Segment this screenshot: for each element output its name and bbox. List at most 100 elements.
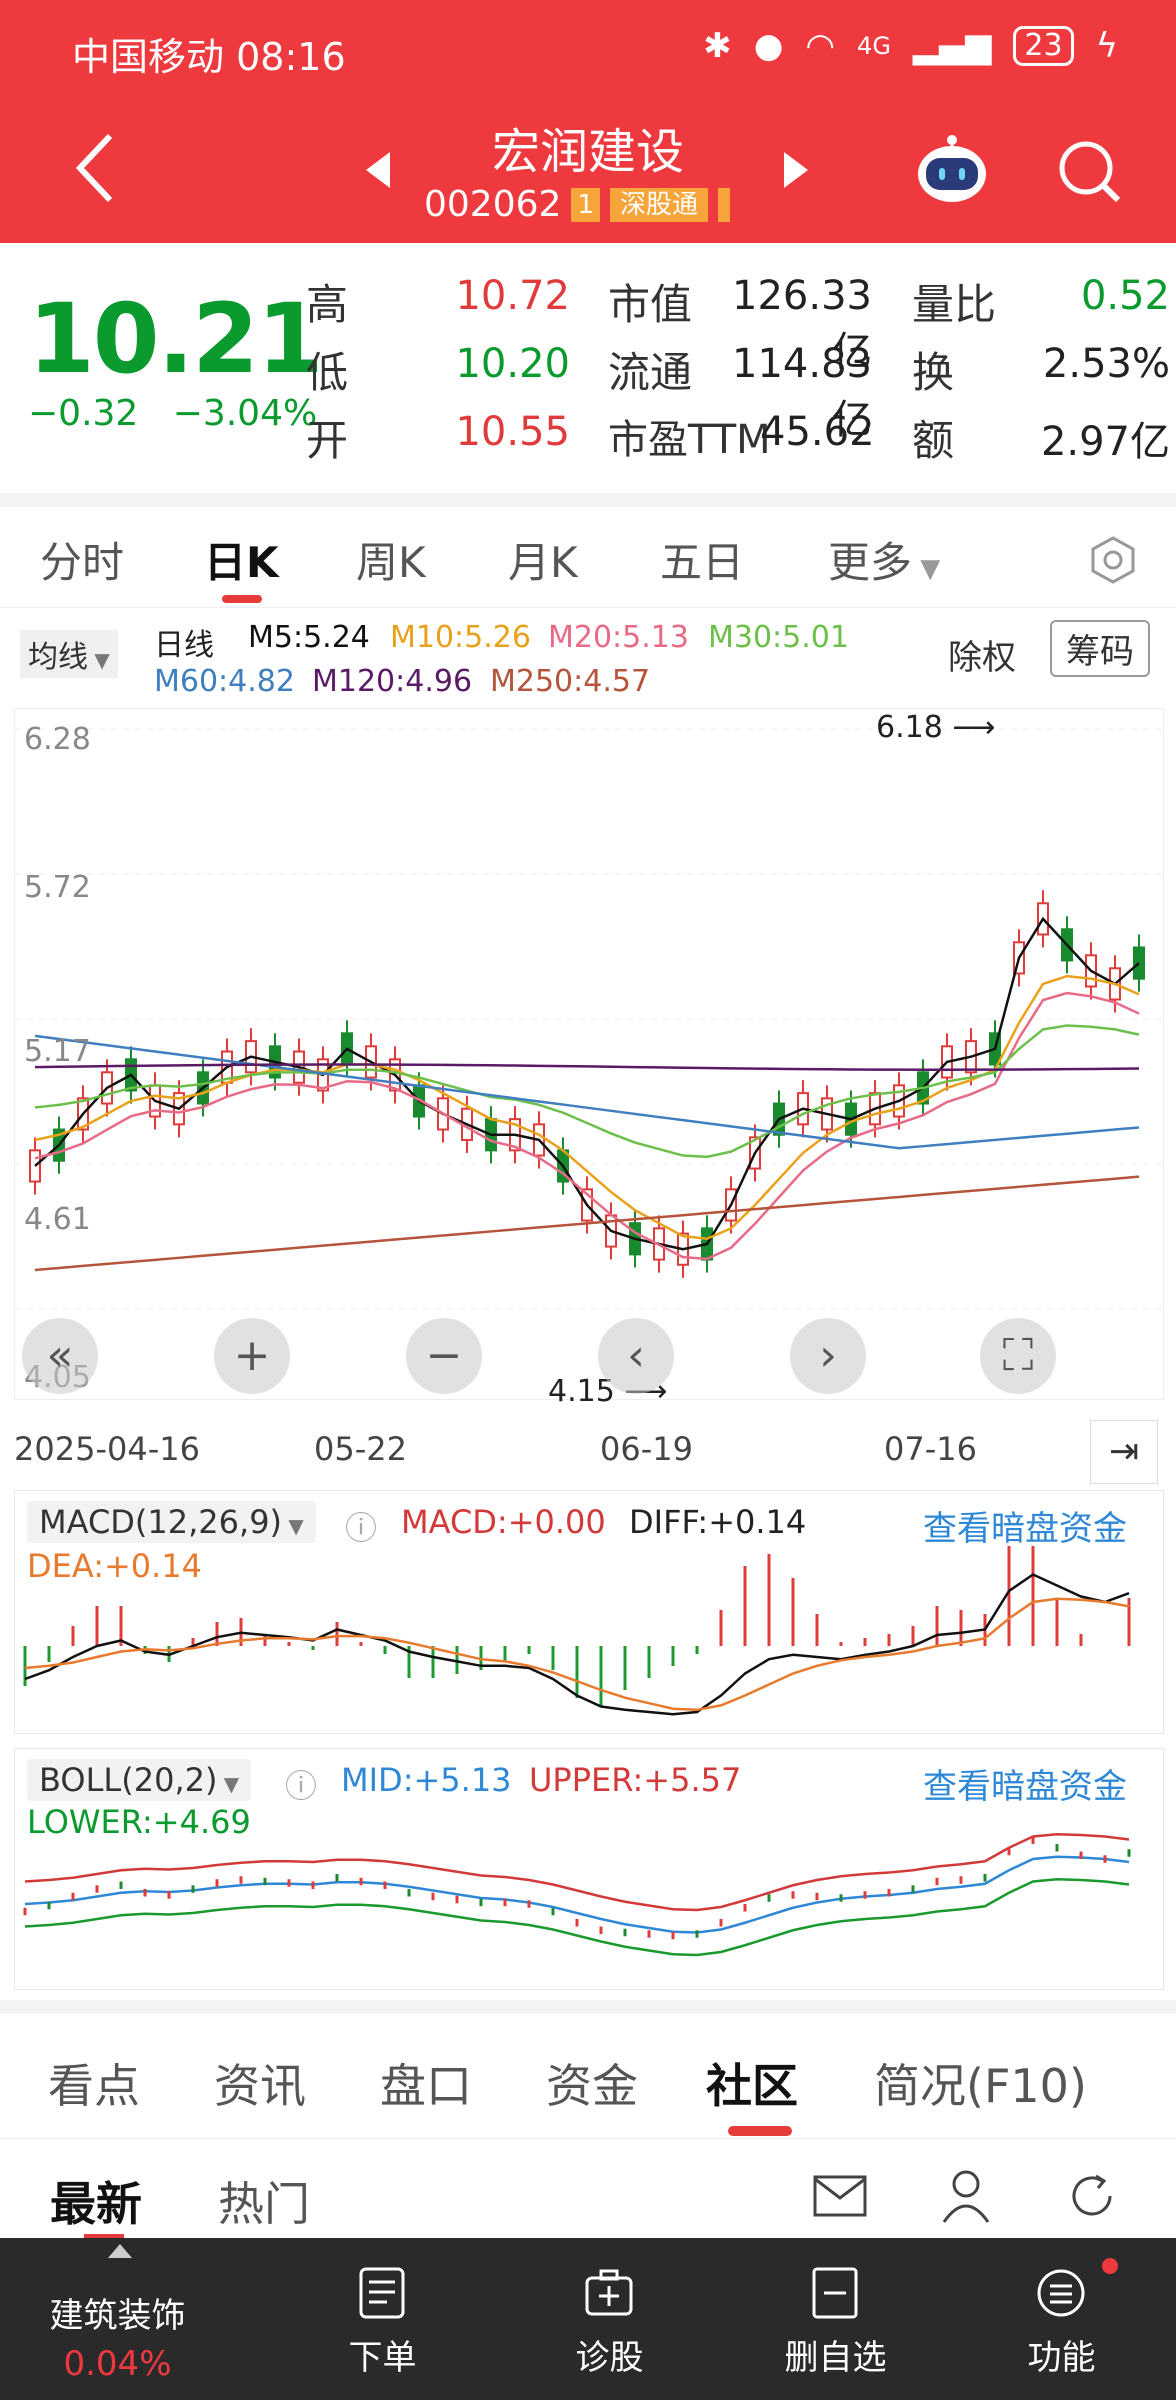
zoom-in-icon[interactable]: + (214, 1318, 290, 1394)
menu-circle-icon (1037, 2269, 1085, 2317)
prev-stock-icon[interactable] (366, 152, 390, 188)
chips-button[interactable]: 筹码 (1050, 620, 1150, 677)
scroll-left-fast-icon[interactable]: « (22, 1318, 98, 1394)
volume-ratio-label: 量比 (912, 280, 997, 329)
mail-icon[interactable] (812, 2174, 868, 2218)
tab-orderbook[interactable]: 盘口 (380, 2059, 472, 2113)
float-value: 114.83亿 (732, 341, 872, 443)
pe-value: 45.62 (760, 409, 875, 455)
stock-name: 宏润建设 (491, 124, 684, 180)
battery-level: 23 (1013, 26, 1074, 66)
active-tab-indicator (728, 2126, 792, 2136)
function-label: 功能 (1027, 2338, 1096, 2378)
quote-panel: 10.21 −0.32 −3.04% 高 低 开 10.72 10.20 10.… (0, 243, 1176, 493)
ma10-line (34, 974, 1140, 1241)
x-tick: 06-19 (600, 1430, 693, 1468)
tab-intraday[interactable]: 分时 (40, 538, 125, 587)
kline-chart[interactable] (14, 708, 1164, 1400)
tab-highlights[interactable]: 看点 (48, 2059, 140, 2113)
boll-selector[interactable]: BOLL(20,2) ▼ (27, 1759, 252, 1801)
y-tick: 5.17 (24, 1034, 91, 1069)
divider (0, 2000, 1176, 2014)
jump-to-latest-icon[interactable]: ⇥ (1090, 1420, 1158, 1484)
ma10-value: M10:5.26 (390, 620, 531, 655)
amount-label: 额 (912, 416, 955, 465)
order-icon (359, 2267, 405, 2319)
diagnose-label: 诊股 (575, 2338, 644, 2378)
tab-more[interactable]: 更多 ▼ (828, 529, 940, 590)
tab-weekly-k[interactable]: 周K (356, 538, 426, 587)
function-button[interactable]: 功能 (944, 2238, 1176, 2400)
tab-five-day[interactable]: 五日 (660, 538, 745, 587)
open-label: 开 (306, 416, 349, 465)
carrier: 中国移动 (72, 35, 225, 79)
ma120-line (34, 1063, 1140, 1071)
robot-assistant-icon[interactable] (912, 130, 992, 210)
ma-selector[interactable]: 均线 ▼ (20, 630, 118, 678)
network-type: 4G (857, 32, 891, 60)
x-tick: 2025-04-16 (14, 1430, 200, 1468)
zoom-out-icon[interactable]: − (406, 1318, 482, 1394)
wifi-icon: ◠ (805, 26, 836, 66)
clock: 08:16 (236, 35, 346, 79)
macd-selector[interactable]: MACD(12,26,9) ▼ (27, 1501, 316, 1543)
status-bar: 中国移动 08:16 ✱ ● ◠ 4G ▂▄▆ 23 ϟ (0, 0, 1176, 100)
boll-mid-line (24, 1855, 1130, 1934)
high-label: 高 (306, 280, 349, 329)
caret-down-icon: ▼ (217, 1772, 240, 1796)
macd-selector-label: MACD(12,26,9) (39, 1503, 283, 1541)
search-icon[interactable] (1056, 138, 1122, 204)
subtab-latest[interactable]: 最新 (50, 2177, 142, 2231)
change-value: −0.32 (28, 393, 139, 434)
back-arrow-icon[interactable] (66, 128, 126, 208)
tab-funds[interactable]: 资金 (546, 2059, 638, 2113)
bottom-toolbar: 建筑装饰 0.04% 下单 诊股 删自选 功能 (0, 2238, 1176, 2400)
help-icon[interactable]: ⓘ (285, 1767, 318, 1805)
sector-change: 0.04% (63, 2344, 172, 2384)
ma-legend: 均线 ▼ 日线 M5:5.24 M10:5.26 M20:5.13 M30:5.… (0, 610, 1176, 710)
dea-line (24, 1597, 1130, 1712)
signal-icon: ▂▄▆ (912, 26, 992, 66)
fullscreen-icon[interactable]: ⛶ (980, 1318, 1056, 1394)
remove-watchlist-button[interactable]: 删自选 (718, 2238, 953, 2400)
boll-selector-label: BOLL(20,2) (39, 1761, 218, 1799)
tab-daily-k[interactable]: 日K (204, 538, 279, 587)
y-tick: 6.28 (24, 722, 91, 757)
low-label: 低 (306, 348, 349, 397)
scroll-right-icon[interactable]: › (790, 1318, 866, 1394)
dark-pool-link[interactable]: 查看暗盘资金 (923, 1767, 1127, 1807)
dark-pool-link[interactable]: 查看暗盘资金 (923, 1509, 1127, 1549)
refresh-icon[interactable] (1064, 2168, 1120, 2224)
float-label: 流通 (608, 348, 693, 397)
help-icon[interactable]: ⓘ (345, 1509, 378, 1547)
tab-news[interactable]: 资讯 (214, 2059, 306, 2113)
diff-value: DIFF:+0.14 (629, 1503, 807, 1541)
ma-selector-label: 均线 (28, 640, 88, 675)
sector-name: 建筑装饰 (49, 2296, 186, 2336)
tab-community[interactable]: 社区 (706, 2059, 798, 2113)
stock-code-line: 002062 1 深股通 (424, 184, 731, 225)
scroll-left-icon[interactable]: ‹ (598, 1318, 674, 1394)
ex-rights-button[interactable]: 除权 (948, 638, 1016, 678)
ma20-line (34, 991, 1140, 1261)
sector-button[interactable]: 建筑装饰 0.04% (0, 2238, 235, 2400)
volume-ratio-value: 0.52 (1080, 273, 1170, 319)
settings-hex-icon[interactable] (1088, 535, 1138, 585)
caret-down-icon: ▼ (88, 648, 110, 672)
subtab-hot[interactable]: 热门 (218, 2177, 310, 2231)
user-icon[interactable] (940, 2168, 992, 2224)
ma5-value: M5:5.24 (248, 620, 370, 655)
tab-monthly-k[interactable]: 月K (508, 538, 578, 587)
ma250-value: M250:4.57 (490, 664, 651, 699)
dea-value: DEA:+0.14 (27, 1547, 203, 1585)
diagnose-button[interactable]: 诊股 (492, 2238, 727, 2400)
next-stock-icon[interactable] (784, 152, 808, 188)
caret-up-icon (108, 2244, 132, 2258)
active-tab-indicator (222, 595, 262, 603)
tab-f10[interactable]: 简况(F10) (874, 2059, 1087, 2113)
boll-lower-line (24, 1877, 1130, 1957)
remove-label: 删自选 (784, 2338, 887, 2378)
order-button[interactable]: 下单 (265, 2238, 500, 2400)
community-subtabs: 最新 热门 (0, 2138, 1176, 2240)
ma60-value: M60:4.82 (154, 664, 295, 699)
